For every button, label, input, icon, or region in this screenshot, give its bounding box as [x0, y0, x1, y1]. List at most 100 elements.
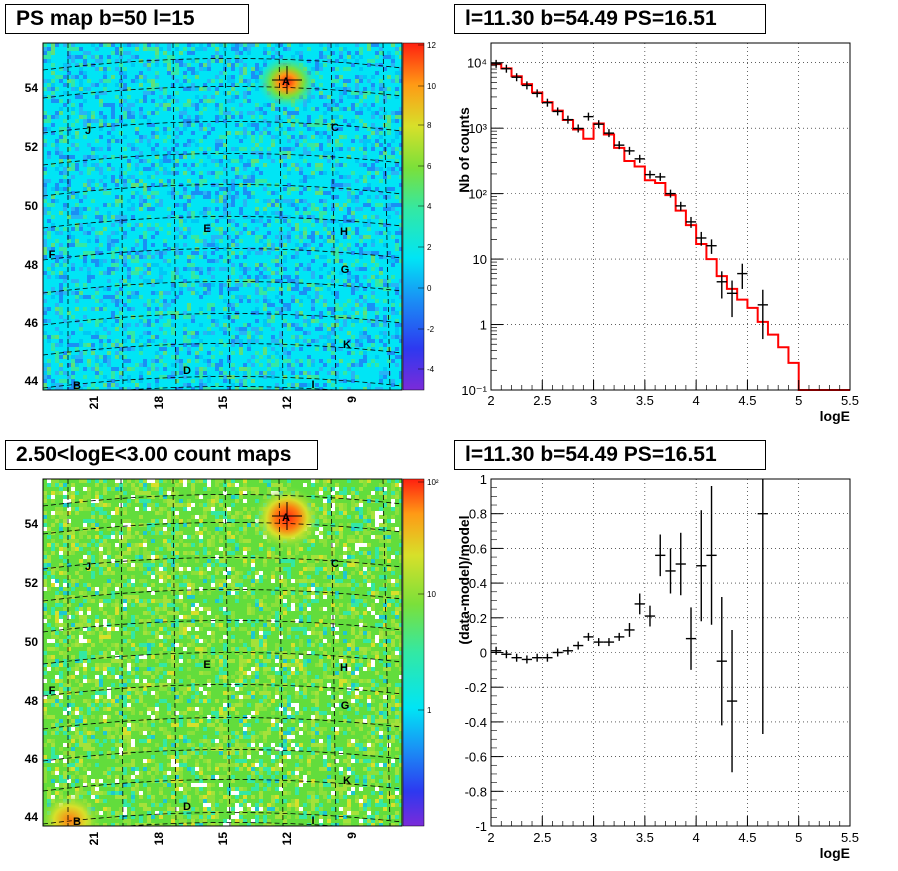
map-pixel: [259, 107, 263, 111]
map-pixel: [359, 351, 363, 355]
map-pixel: [75, 63, 79, 67]
map-pixel: [87, 171, 91, 175]
map-pixel: [243, 63, 247, 67]
map-pixel: [247, 359, 251, 363]
map-pixel: [111, 367, 115, 371]
map-pixel: [215, 207, 219, 211]
map-pixel: [239, 275, 243, 279]
map-pixel: [275, 263, 279, 267]
longitude-line: [224, 43, 231, 390]
map-pixel: [319, 187, 323, 191]
map-pixel: [287, 287, 291, 291]
map-pixel: [55, 595, 59, 599]
map-pixel: [139, 235, 143, 239]
map-pixel: [291, 203, 295, 207]
map-pixel: [143, 199, 147, 203]
map-pixel: [55, 307, 59, 311]
map-pixel: [163, 103, 167, 107]
map-pixel: [191, 263, 195, 267]
map-pixel: [43, 239, 47, 243]
map-pixel: [287, 191, 291, 195]
map-pixel: [183, 219, 187, 223]
map-pixel: [111, 295, 115, 299]
map-pixel: [291, 135, 295, 139]
map-pixel: [263, 59, 267, 63]
map-pixel: [191, 267, 195, 271]
map-pixel: [331, 115, 335, 119]
map-pixel: [347, 651, 351, 655]
map-pixel: [99, 343, 103, 347]
map-pixel: [175, 235, 179, 239]
map-pixel: [351, 363, 355, 367]
map-pixel: [335, 279, 339, 283]
map-pixel: [391, 303, 395, 307]
map-pixel: [227, 191, 231, 195]
map-pixel: [235, 51, 239, 55]
map-pixel: [115, 263, 119, 267]
map-pixel: [211, 235, 215, 239]
map-pixel: [43, 243, 47, 247]
map-pixel: [303, 175, 307, 179]
map-pixel: [179, 291, 183, 295]
map-pixel: [299, 783, 303, 787]
map-pixel: [327, 347, 331, 351]
map-pixel: [307, 359, 311, 363]
map-pixel: [187, 199, 191, 203]
map-pixel: [367, 283, 371, 287]
map-pixel: [383, 279, 387, 283]
map-pixel: [247, 323, 251, 327]
map-pixel: [171, 315, 175, 319]
map-pixel: [391, 111, 395, 115]
map-pixel: [323, 199, 327, 203]
map-pixel: [295, 275, 299, 279]
longitude-line: [278, 43, 284, 390]
map-pixel: [151, 191, 155, 195]
map-pixel: [127, 359, 131, 363]
map-pixel: [319, 67, 323, 71]
map-pixel: [299, 131, 303, 135]
source-label-g: G: [341, 264, 350, 276]
map-pixel: [119, 47, 123, 51]
map-pixel: [379, 179, 383, 183]
map-pixel: [303, 107, 307, 111]
map-pixel: [239, 67, 243, 71]
map-pixel: [167, 55, 171, 59]
map-pixel: [247, 295, 251, 299]
map-pixel: [251, 71, 255, 75]
map-pixel: [115, 195, 119, 199]
map-pixel: [395, 147, 399, 151]
map-pixel: [343, 783, 347, 787]
map-pixel: [335, 115, 339, 119]
map-pixel: [47, 247, 51, 251]
map-pixel: [79, 327, 83, 331]
map-pixel: [47, 275, 51, 279]
map-pixel: [187, 303, 191, 307]
map-pixel: [207, 379, 211, 383]
map-pixel: [79, 111, 83, 115]
map-pixel: [331, 351, 335, 355]
map-pixel: [283, 347, 287, 351]
map-pixel: [279, 123, 283, 127]
map-pixel: [227, 183, 231, 187]
map-pixel: [43, 375, 47, 379]
map-pixel: [119, 211, 123, 215]
map-pixel: [119, 63, 123, 67]
map-pixel: [115, 299, 119, 303]
map-pixel: [115, 95, 119, 99]
map-pixel: [175, 59, 179, 63]
map-pixel: [147, 319, 151, 323]
map-pixel: [123, 67, 127, 71]
map-pixel: [175, 315, 179, 319]
map-pixel: [391, 55, 395, 59]
map-pixel: [95, 55, 99, 59]
map-pixel: [355, 207, 359, 211]
map-pixel: [59, 311, 63, 315]
map-pixel: [231, 167, 235, 171]
map-pixel: [399, 183, 402, 187]
map-pixel: [215, 191, 219, 195]
map-pixel: [379, 231, 383, 235]
map-pixel: [335, 195, 339, 199]
map-pixel: [79, 55, 83, 59]
map-pixel: [163, 87, 167, 91]
map-pixel: [371, 207, 375, 211]
